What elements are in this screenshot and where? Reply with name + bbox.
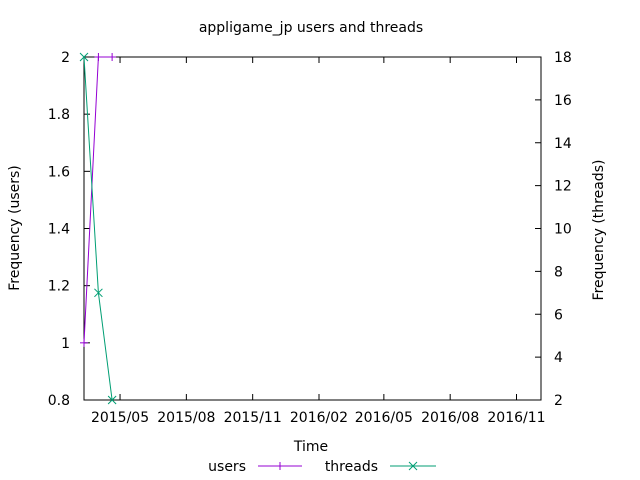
y-tick-label: 0.8 <box>48 393 70 409</box>
x-tick-label: 2015/11 <box>224 410 282 426</box>
y-tick-label: 2 <box>61 50 70 66</box>
data-point-threads <box>107 395 117 405</box>
y-axis-title: Frequency (users) <box>7 165 23 291</box>
y2-tick-label: 4 <box>554 350 563 366</box>
legend-marker <box>276 462 284 470</box>
y-axis-right: 2 4 6 8 10 12 14 16 18 <box>535 50 572 409</box>
y-tick-label: 1.8 <box>48 107 70 123</box>
legend-label: users <box>208 459 246 475</box>
x-axis-title: Time <box>293 439 328 455</box>
y2-tick-label: 8 <box>554 264 563 280</box>
plot-border <box>83 56 542 401</box>
x-tick-label: 2015/05 <box>91 410 149 426</box>
y2-tick-label: 16 <box>554 93 572 109</box>
legend-label: threads <box>325 459 378 475</box>
series-threads <box>79 52 117 405</box>
y2-tick-label: 2 <box>554 393 563 409</box>
data-point-users <box>108 53 117 61</box>
y-tick-label: 1.6 <box>48 164 70 180</box>
y2-tick-label: 6 <box>554 307 563 323</box>
series-line-users <box>83 56 113 343</box>
legend-item-users: users <box>208 459 302 475</box>
x-tick-label: 2016/05 <box>355 410 413 426</box>
x-tick-label: 2016/08 <box>421 410 479 426</box>
series-users <box>80 53 117 347</box>
data-point-threads <box>94 288 103 298</box>
x-tick-label: 2015/08 <box>157 410 215 426</box>
x-axis: 2015/05 2015/08 2015/11 2016/02 2016/05 2016/… <box>91 57 546 426</box>
data-point-users <box>94 53 103 61</box>
plot-frame <box>83 56 542 401</box>
x-tick-label: 2016/11 <box>487 410 545 426</box>
legend-marker <box>408 461 418 471</box>
y-tick-label: 1 <box>61 336 70 352</box>
data-point-users <box>80 338 88 347</box>
y-tick-label: 1.4 <box>48 222 70 238</box>
legend-item-threads: threads <box>325 459 436 475</box>
y2-tick-label: 14 <box>554 136 572 152</box>
legend: users threads <box>208 459 436 475</box>
x-tick-label: 2016/02 <box>290 410 348 426</box>
y2-tick-label: 10 <box>554 222 572 238</box>
data-point-threads <box>79 52 89 62</box>
y2-tick-label: 18 <box>554 50 572 66</box>
y2-axis-title: Frequency (threads) <box>591 160 607 301</box>
series-layer <box>79 52 117 405</box>
y2-tick-label: 12 <box>554 179 572 195</box>
y-tick-label: 1.2 <box>48 279 70 295</box>
chart-title: appligame_jp users and threads <box>199 20 423 36</box>
y-axis-left: 0.8 1 1.2 1.4 1.6 1.8 2 <box>48 50 90 409</box>
